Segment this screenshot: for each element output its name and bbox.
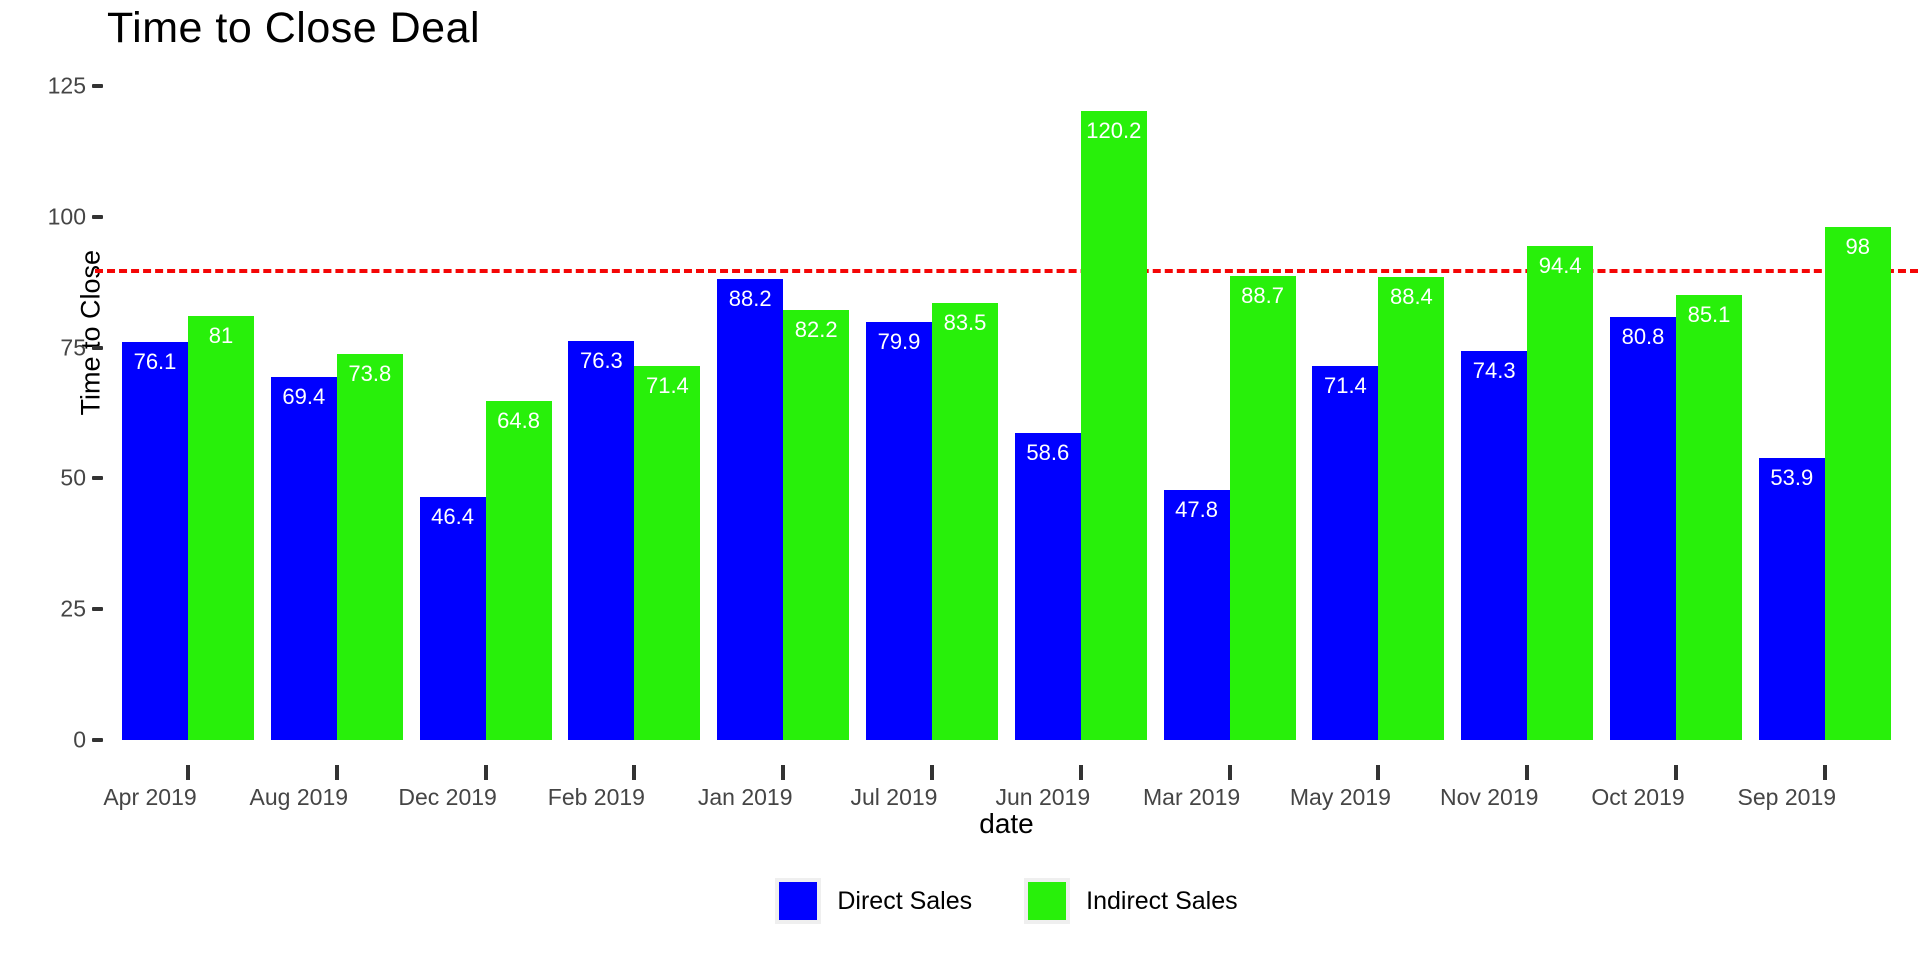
x-tick-label-feb-2019: Feb 2019 — [547, 784, 645, 810]
bar-direct-apr-2019: 76.1 — [122, 342, 188, 740]
x-tick-label-jun-2019: Jun 2019 — [995, 784, 1091, 810]
x-tick-mark — [483, 765, 488, 780]
bar-value-label: 88.2 — [728, 286, 772, 311]
bar-direct-jan-2019: 88.2 — [717, 279, 784, 740]
bar-value-label: 53.9 — [1770, 465, 1814, 490]
y-tick-label: 125 — [47, 72, 86, 99]
bar-indirect-sep-2019: 98 — [1824, 227, 1891, 740]
legend-swatch-icon — [1028, 882, 1067, 920]
y-axis-title: Time to Close — [75, 249, 106, 416]
x-tick-mark — [1674, 765, 1678, 780]
legend-item-direct-sales: Direct Sales — [775, 878, 972, 924]
bar-indirect-jun-2019: 120.2 — [1080, 111, 1147, 740]
bar-indirect-feb-2019: 71.4 — [634, 366, 701, 740]
bar-value-label: 94.4 — [1538, 253, 1582, 278]
bar-indirect-apr-2019: 81 — [188, 316, 254, 740]
bar-indirect-oct-2019: 85.1 — [1676, 295, 1742, 740]
legend-swatch-icon — [779, 882, 818, 920]
bar-direct-may-2019: 71.4 — [1312, 366, 1379, 740]
x-tick-mark — [930, 765, 934, 780]
bar-direct-nov-2019: 74.3 — [1461, 351, 1528, 740]
y-tick-mark — [92, 84, 103, 88]
bar-value-label: 120.2 — [1086, 118, 1142, 143]
bar-direct-sep-2019: 53.9 — [1758, 458, 1825, 740]
bar-direct-oct-2019: 80.8 — [1610, 317, 1676, 740]
x-tick-label-sep-2019: Sep 2019 — [1737, 784, 1837, 810]
legend-key — [1024, 878, 1071, 924]
x-tick-label-jul-2019: Jul 2019 — [850, 784, 938, 810]
bar-indirect-jul-2019: 83.5 — [932, 303, 998, 740]
bar-value-label: 71.4 — [645, 373, 689, 398]
legend: Direct Sales Indirect Sales — [103, 878, 1910, 924]
bar-value-label: 81 — [208, 323, 234, 348]
y-tick-label: 100 — [47, 203, 86, 230]
x-tick-mark — [186, 765, 190, 780]
legend-key — [775, 878, 822, 924]
bar-direct-aug-2019: 69.4 — [270, 377, 337, 740]
bar-value-label: 58.6 — [1026, 440, 1070, 465]
x-tick-mark — [1227, 765, 1232, 780]
y-tick-mark — [92, 214, 103, 219]
bar-value-label: 82.2 — [794, 317, 838, 342]
y-tick-mark — [92, 476, 103, 481]
x-tick-label-aug-2019: Aug 2019 — [249, 784, 349, 810]
legend-label: Direct Sales — [837, 886, 973, 915]
x-axis-title: date — [979, 808, 1034, 839]
bar-indirect-aug-2019: 73.8 — [336, 354, 403, 740]
legend-item-indirect-sales: Indirect Sales — [1024, 878, 1238, 924]
y-tick-mark — [92, 738, 103, 742]
x-tick-mark — [334, 765, 339, 780]
bar-indirect-dec-2019: 64.8 — [485, 401, 552, 740]
bar-direct-jun-2019: 58.6 — [1014, 433, 1081, 740]
bar-indirect-mar-2019: 88.7 — [1229, 276, 1296, 740]
bar-indirect-may-2019: 88.4 — [1378, 277, 1445, 740]
x-tick-mark — [1078, 765, 1083, 780]
y-tick-mark — [92, 607, 103, 612]
y-tick-mark — [92, 345, 103, 350]
x-tick-mark — [632, 765, 637, 780]
y-tick-label: 0 — [73, 726, 86, 753]
bar-direct-feb-2019: 76.3 — [568, 341, 635, 740]
x-tick-label-mar-2019: Mar 2019 — [1143, 784, 1241, 810]
bar-direct-dec-2019: 46.4 — [419, 497, 486, 740]
x-tick-mark — [781, 765, 786, 780]
bar-indirect-nov-2019: 94.4 — [1527, 246, 1594, 740]
bar-value-label: 71.4 — [1323, 373, 1367, 398]
bar-value-label: 98 — [1845, 234, 1871, 259]
x-tick-label-dec-2019: Dec 2019 — [398, 784, 497, 810]
bar-indirect-jan-2019: 82.2 — [783, 310, 850, 740]
x-tick-mark — [1525, 765, 1530, 780]
x-tick-mark — [1822, 765, 1827, 780]
x-tick-mark — [1376, 765, 1381, 780]
bar-value-label: 79.9 — [877, 329, 921, 354]
chart-title: Time to Close Deal — [107, 4, 481, 52]
y-tick-label: 75 — [60, 334, 86, 361]
bar-value-label: 76.1 — [133, 349, 177, 374]
x-tick-label-jan-2019: Jan 2019 — [697, 784, 793, 810]
bar-value-label: 80.8 — [1621, 324, 1665, 349]
reference-line — [95, 269, 1918, 274]
bar-direct-jul-2019: 79.9 — [866, 322, 932, 740]
bar-value-label: 85.1 — [1687, 302, 1731, 327]
bar-value-label: 64.8 — [497, 408, 540, 433]
x-tick-label-nov-2019: Nov 2019 — [1439, 784, 1539, 810]
x-tick-label-apr-2019: Apr 2019 — [103, 784, 197, 810]
bar-value-label: 88.7 — [1241, 283, 1284, 308]
bar-value-label: 74.3 — [1472, 358, 1516, 383]
bar-value-label: 76.3 — [579, 348, 623, 373]
x-tick-label-oct-2019: Oct 2019 — [1591, 784, 1685, 810]
bar-value-label: 46.4 — [431, 504, 474, 529]
x-tick-label-may-2019: May 2019 — [1289, 784, 1391, 810]
bar-value-label: 69.4 — [282, 384, 326, 409]
y-tick-label: 50 — [60, 464, 86, 491]
bar-value-label: 88.4 — [1389, 284, 1433, 309]
y-tick-label: 25 — [60, 595, 86, 622]
bar-value-label: 83.5 — [943, 310, 987, 335]
legend-label: Indirect Sales — [1086, 886, 1238, 915]
bar-value-label: 73.8 — [348, 361, 392, 386]
bar-value-label: 47.8 — [1175, 497, 1218, 522]
bar-direct-mar-2019: 47.8 — [1163, 490, 1230, 740]
